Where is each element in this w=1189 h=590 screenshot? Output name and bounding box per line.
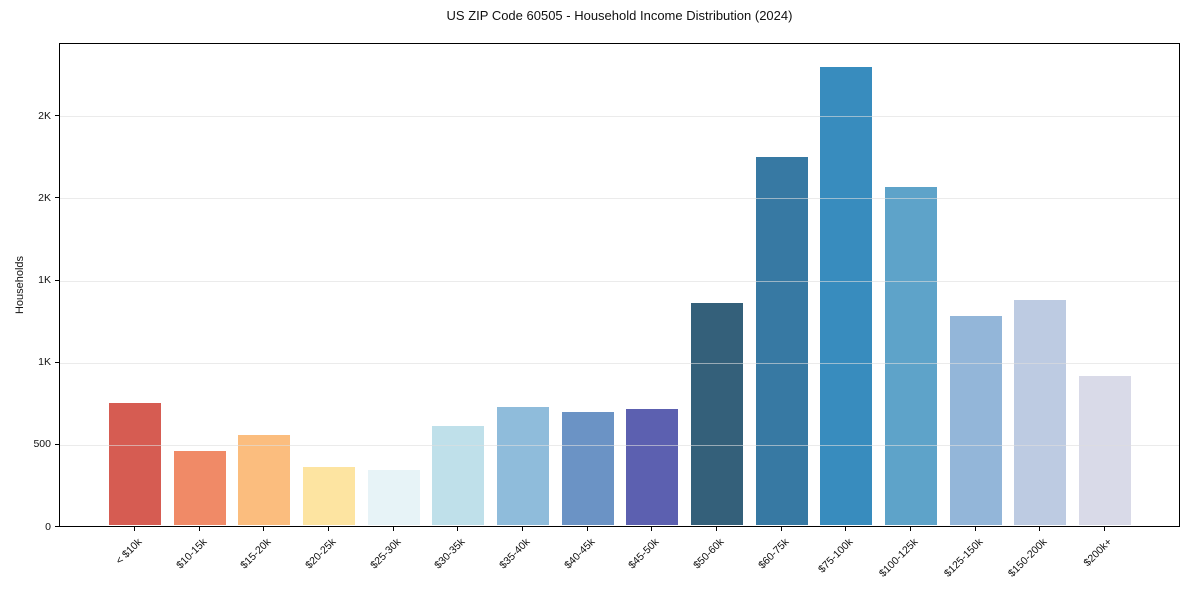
y-tick-label: 500 bbox=[33, 438, 51, 451]
x-tick-label: $45-50k bbox=[626, 536, 662, 572]
x-tick-label: $200k+ bbox=[1081, 536, 1115, 570]
x-tick-label: $20-25k bbox=[303, 536, 339, 572]
gridline-1500 bbox=[60, 280, 1179, 282]
bar-30-35k bbox=[432, 426, 485, 525]
x-tick-mark bbox=[263, 527, 265, 531]
x-tick-label: $150-200k bbox=[1006, 536, 1050, 580]
y-tick-mark bbox=[55, 197, 59, 199]
x-tick-label: $35-40k bbox=[497, 536, 533, 572]
gridline-2000 bbox=[60, 198, 1179, 200]
x-tick-label: $75-100k bbox=[816, 536, 856, 576]
x-tick-mark bbox=[780, 527, 782, 531]
bar-35-40k bbox=[497, 406, 549, 525]
y-tick-label: 2K bbox=[38, 191, 51, 204]
bar-20-25k bbox=[303, 466, 355, 525]
x-tick-label: $50-60k bbox=[691, 536, 727, 572]
bar-100-125k bbox=[885, 187, 937, 525]
x-tick-label: $100-125k bbox=[876, 536, 921, 580]
x-tick-mark bbox=[716, 527, 717, 531]
y-axis-label: Households bbox=[14, 255, 26, 315]
bar-75-100k bbox=[820, 66, 873, 525]
bar-200k bbox=[1079, 376, 1131, 525]
bar-15-20k bbox=[238, 434, 291, 525]
bars-layer bbox=[60, 44, 1179, 526]
x-tick-mark bbox=[457, 527, 459, 531]
gridline-500 bbox=[60, 444, 1179, 446]
bar-150-200k bbox=[1014, 299, 1067, 525]
x-tick-label: < $10k bbox=[113, 536, 145, 567]
bar-50-60k bbox=[691, 303, 743, 525]
plot-area bbox=[59, 43, 1180, 527]
x-tick-mark bbox=[522, 527, 523, 531]
x-tick-label: $60-75k bbox=[755, 536, 792, 572]
gridline-2500 bbox=[60, 116, 1179, 118]
x-tick-mark bbox=[1104, 527, 1105, 531]
bar-10k bbox=[109, 402, 161, 525]
x-tick-mark bbox=[328, 527, 329, 531]
grid-layer bbox=[60, 44, 1179, 526]
x-tick-mark bbox=[651, 527, 653, 531]
x-tick-label: $25-30k bbox=[367, 536, 404, 572]
y-tick-mark bbox=[55, 115, 59, 117]
bar-60-75k bbox=[755, 157, 808, 525]
x-tick-mark bbox=[910, 527, 911, 531]
x-tick-label: $15-20k bbox=[238, 536, 274, 572]
x-tick-label: $30-35k bbox=[432, 536, 468, 572]
x-tick-label: $10-15k bbox=[173, 536, 210, 572]
y-tick-label: 1K bbox=[38, 356, 51, 369]
bar-25-30k bbox=[367, 469, 420, 525]
x-tick-mark bbox=[134, 527, 135, 531]
bar-10-15k bbox=[173, 451, 226, 525]
y-tick-mark bbox=[55, 443, 59, 445]
x-tick-mark bbox=[974, 527, 976, 531]
x-tick-mark bbox=[392, 527, 394, 531]
bar-45-50k bbox=[626, 409, 679, 525]
y-tick-label: 0 bbox=[45, 520, 51, 533]
y-tick-label: 1K bbox=[38, 274, 51, 287]
y-tick-mark bbox=[55, 526, 59, 527]
x-tick-mark bbox=[1039, 527, 1041, 531]
gridline-1000 bbox=[60, 362, 1179, 364]
y-tick-mark bbox=[55, 279, 59, 281]
y-tick-label: 2K bbox=[38, 109, 51, 122]
x-tick-label: $125-150k bbox=[941, 536, 986, 580]
x-tick-label: $40-45k bbox=[561, 536, 598, 572]
x-tick-mark bbox=[586, 527, 588, 531]
bar-40-45k bbox=[561, 412, 614, 525]
x-tick-mark bbox=[845, 527, 847, 531]
bar-125-150k bbox=[949, 315, 1002, 525]
chart-title: US ZIP Code 60505 - Household Income Dis… bbox=[446, 8, 793, 23]
y-tick-mark bbox=[55, 361, 59, 363]
x-tick-mark bbox=[198, 527, 200, 531]
